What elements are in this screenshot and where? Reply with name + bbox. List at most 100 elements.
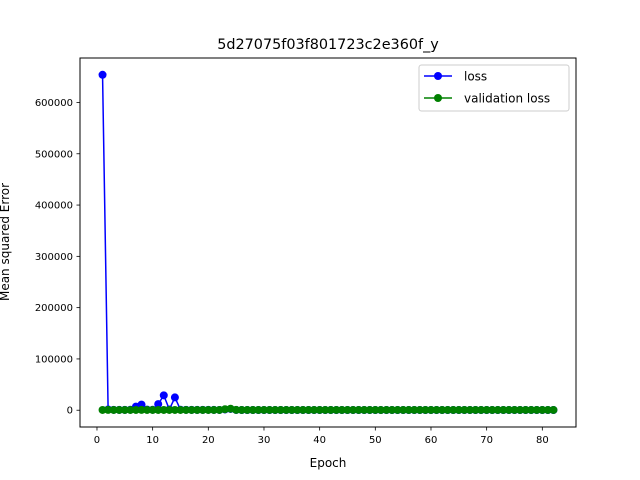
data-point-validation-loss xyxy=(321,405,330,414)
x-tick-label: 0 xyxy=(94,435,100,446)
data-point-validation-loss xyxy=(148,405,157,414)
data-point-validation-loss xyxy=(187,405,196,414)
data-point-validation-loss xyxy=(354,405,363,414)
x-tick-label: 10 xyxy=(146,435,159,446)
data-point-validation-loss xyxy=(209,405,218,414)
data-point-validation-loss xyxy=(465,405,474,414)
x-tick-label: 50 xyxy=(369,435,382,446)
y-ticks: 0 100000 200000 300000 400000 500000 600000 xyxy=(35,98,80,417)
data-point-validation-loss xyxy=(143,405,152,414)
x-tick-label: 30 xyxy=(258,435,271,446)
data-point-validation-loss xyxy=(332,405,341,414)
series-layer xyxy=(98,70,558,415)
data-point-validation-loss xyxy=(443,405,452,414)
data-point-loss xyxy=(154,400,163,409)
data-point-validation-loss xyxy=(104,405,113,414)
data-point-validation-loss xyxy=(326,405,335,414)
x-tick-label: 40 xyxy=(313,435,326,446)
data-point-validation-loss xyxy=(421,405,430,414)
data-point-validation-loss xyxy=(115,405,124,414)
y-tick-label: 300000 xyxy=(35,252,73,263)
legend-label-validation-loss: validation loss xyxy=(464,92,550,106)
data-point-validation-loss xyxy=(204,405,213,414)
data-point-validation-loss xyxy=(349,405,358,414)
data-point-validation-loss xyxy=(232,405,241,414)
x-ticks: 0 10 20 30 40 50 60 70 80 xyxy=(94,427,549,446)
data-point-validation-loss xyxy=(426,405,435,414)
data-point-validation-loss xyxy=(543,405,552,414)
data-point-validation-loss xyxy=(532,405,541,414)
data-point-validation-loss xyxy=(265,405,274,414)
data-point-loss xyxy=(170,393,179,402)
data-point-validation-loss xyxy=(410,405,419,414)
plot-frame xyxy=(79,57,577,428)
data-point-validation-loss xyxy=(371,405,380,414)
y-tick-label: 400000 xyxy=(35,201,73,212)
legend-box xyxy=(418,64,570,112)
data-point-validation-loss xyxy=(248,405,257,414)
data-point-validation-loss xyxy=(243,405,252,414)
legend-entry-validation-loss: validation loss xyxy=(424,92,550,106)
data-point-validation-loss xyxy=(293,405,302,414)
data-point-validation-loss xyxy=(454,405,463,414)
data-point-validation-loss xyxy=(404,405,413,414)
data-point-validation-loss xyxy=(276,405,285,414)
data-point-validation-loss xyxy=(360,405,369,414)
data-point-validation-loss xyxy=(393,405,402,414)
series-validation-loss xyxy=(98,404,558,414)
data-point-validation-loss xyxy=(131,405,140,414)
data-point-validation-loss xyxy=(471,405,480,414)
x-tick-label: 60 xyxy=(425,435,438,446)
data-point-validation-loss xyxy=(98,405,107,414)
data-point-validation-loss xyxy=(159,405,168,414)
data-point-validation-loss xyxy=(287,405,296,414)
data-point-validation-loss xyxy=(304,405,313,414)
y-tick-label: 100000 xyxy=(35,354,73,365)
data-point-validation-loss xyxy=(259,405,268,414)
data-point-validation-loss xyxy=(460,405,469,414)
data-point-validation-loss xyxy=(310,405,319,414)
data-point-validation-loss xyxy=(415,405,424,414)
data-point-validation-loss xyxy=(182,405,191,414)
data-point-validation-loss xyxy=(120,405,129,414)
data-point-validation-loss xyxy=(254,405,263,414)
data-point-validation-loss xyxy=(271,405,280,414)
y-axis-label: Mean squared Error xyxy=(0,183,12,301)
data-point-validation-loss xyxy=(438,405,447,414)
data-point-validation-loss xyxy=(315,405,324,414)
data-point-validation-loss xyxy=(193,405,202,414)
data-point-validation-loss xyxy=(237,405,246,414)
data-point-validation-loss xyxy=(493,405,502,414)
data-point-loss xyxy=(159,391,168,400)
x-tick-label: 20 xyxy=(202,435,215,446)
data-point-validation-loss xyxy=(154,405,163,414)
data-point-validation-loss xyxy=(109,405,118,414)
y-tick-label: 500000 xyxy=(35,149,73,160)
x-tick-label: 80 xyxy=(536,435,549,446)
data-point-validation-loss xyxy=(549,405,558,414)
data-point-validation-loss xyxy=(388,405,397,414)
data-point-validation-loss xyxy=(382,405,391,414)
data-point-validation-loss xyxy=(165,405,174,414)
legend: loss validation loss xyxy=(418,64,570,112)
data-point-validation-loss xyxy=(521,405,530,414)
data-point-validation-loss xyxy=(198,405,207,414)
y-tick-label: 0 xyxy=(67,406,73,417)
data-point-validation-loss xyxy=(170,405,179,414)
data-point-loss xyxy=(98,70,107,79)
data-point-validation-loss xyxy=(399,405,408,414)
data-point-validation-loss xyxy=(432,405,441,414)
legend-marker-validation-loss xyxy=(434,94,442,102)
data-point-validation-loss xyxy=(365,405,374,414)
data-point-validation-loss xyxy=(137,405,146,414)
legend-label-loss: loss xyxy=(464,70,487,84)
data-point-validation-loss xyxy=(343,405,352,414)
legend-entry-loss: loss xyxy=(424,70,487,84)
chart-title: 5d27075f03f801723c2e360f_y xyxy=(217,37,439,53)
y-tick-label: 200000 xyxy=(35,303,73,314)
data-point-validation-loss xyxy=(337,405,346,414)
data-point-validation-loss xyxy=(488,405,497,414)
plot-area xyxy=(80,58,576,427)
data-point-validation-loss xyxy=(510,405,519,414)
data-point-validation-loss xyxy=(477,405,486,414)
